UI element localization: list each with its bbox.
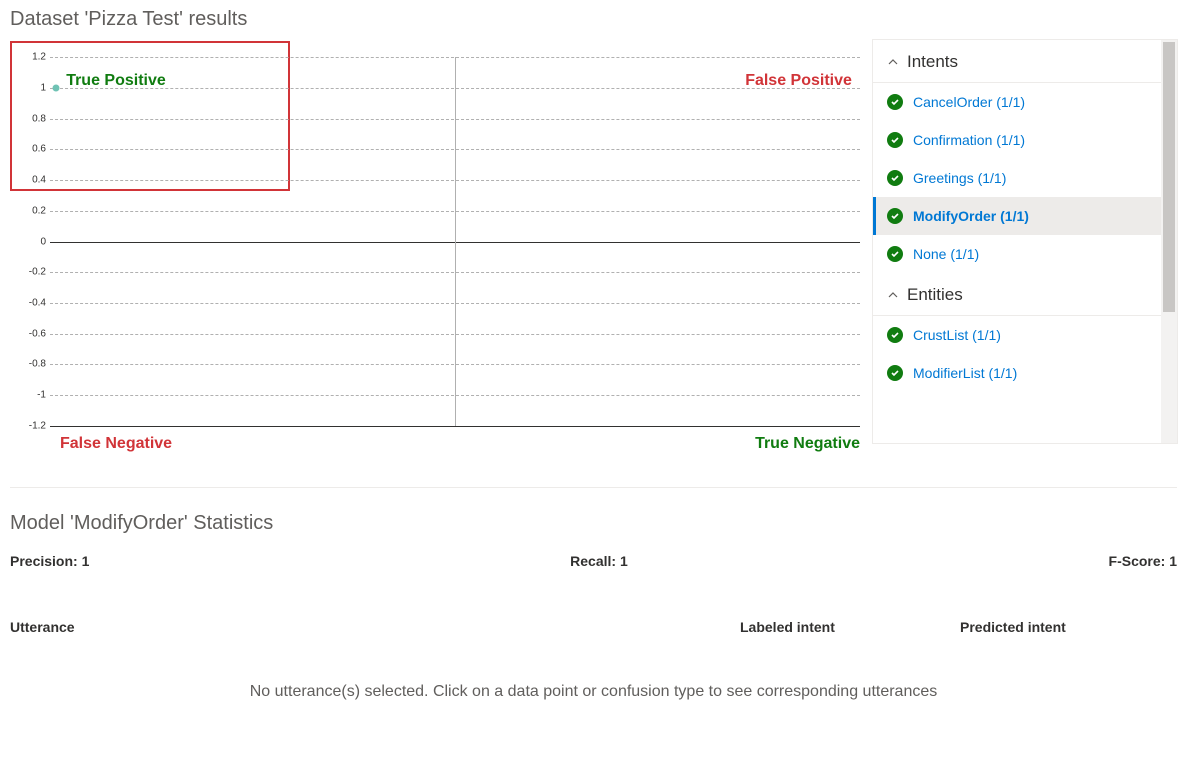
- stats-title: Model 'ModifyOrder' Statistics: [0, 488, 1187, 553]
- chevron-up-icon: [887, 289, 899, 301]
- confusion-chart: 1.2 1 0.8 0.6 0.4 0.2 0 -0.2 -0.4 -0.6 -…: [0, 37, 872, 457]
- intent-label: None (1/1): [913, 246, 979, 262]
- check-icon: [887, 365, 903, 381]
- scrollbar-track[interactable]: [1161, 40, 1177, 443]
- entity-item-modifierlist[interactable]: ModifierList (1/1): [873, 354, 1177, 392]
- scrollbar-thumb[interactable]: [1163, 42, 1175, 312]
- y-tick-label: 1: [18, 82, 46, 93]
- y-tick-label: 0: [18, 236, 46, 247]
- y-tick-label: 1.2: [18, 52, 46, 63]
- upper-region: 1.2 1 0.8 0.6 0.4 0.2 0 -0.2 -0.4 -0.6 -…: [0, 37, 1187, 457]
- intent-label: Confirmation (1/1): [913, 132, 1025, 148]
- side-panel: Intents CancelOrder (1/1) Confirmation (…: [872, 39, 1178, 444]
- entities-section-header[interactable]: Entities: [873, 273, 1177, 316]
- intents-section-header[interactable]: Intents: [873, 40, 1177, 83]
- intent-label: Greetings (1/1): [913, 170, 1006, 186]
- check-icon: [887, 327, 903, 343]
- y-tick-label: -0.2: [18, 267, 46, 278]
- chevron-up-icon: [887, 56, 899, 68]
- y-tick-label: -0.8: [18, 359, 46, 370]
- intent-item-confirmation[interactable]: Confirmation (1/1): [873, 121, 1177, 159]
- metrics-row: Precision: 1 Recall: 1 F-Score: 1: [0, 553, 1187, 569]
- true-positive-label[interactable]: True Positive: [66, 72, 166, 90]
- intent-item-cancelorder[interactable]: CancelOrder (1/1): [873, 83, 1177, 121]
- vertical-divider: [455, 57, 456, 426]
- empty-state-message: No utterance(s) selected. Click on a dat…: [0, 645, 1187, 701]
- y-tick-label: 0.6: [18, 144, 46, 155]
- entity-label: CrustList (1/1): [913, 327, 1001, 343]
- y-tick-label: 0.8: [18, 113, 46, 124]
- intent-item-greetings[interactable]: Greetings (1/1): [873, 159, 1177, 197]
- intent-label: ModifyOrder (1/1): [913, 208, 1029, 224]
- intents-title: Intents: [907, 52, 958, 72]
- intent-item-modifyorder[interactable]: ModifyOrder (1/1): [873, 197, 1177, 235]
- check-icon: [887, 94, 903, 110]
- entity-item-crustlist[interactable]: CrustList (1/1): [873, 316, 1177, 354]
- check-icon: [887, 246, 903, 262]
- fscore-metric: F-Score: 1: [1109, 553, 1177, 569]
- false-negative-label[interactable]: False Negative: [60, 435, 172, 453]
- recall-metric: Recall: 1: [570, 553, 628, 569]
- entity-label: ModifierList (1/1): [913, 365, 1017, 381]
- precision-metric: Precision: 1: [10, 553, 89, 569]
- check-icon: [887, 132, 903, 148]
- y-tick-label: -0.4: [18, 298, 46, 309]
- intent-label: CancelOrder (1/1): [913, 94, 1025, 110]
- data-point[interactable]: [53, 84, 60, 91]
- check-icon: [887, 170, 903, 186]
- col-labeled-intent[interactable]: Labeled intent: [740, 619, 960, 635]
- y-tick-label: -1.2: [18, 421, 46, 432]
- utterance-table-header: Utterance Labeled intent Predicted inten…: [0, 569, 1187, 645]
- y-tick-label: 0.2: [18, 205, 46, 216]
- chart-plot[interactable]: 1.2 1 0.8 0.6 0.4 0.2 0 -0.2 -0.4 -0.6 -…: [50, 57, 860, 427]
- col-utterance[interactable]: Utterance: [10, 619, 740, 635]
- y-tick-label: 0.4: [18, 174, 46, 185]
- y-tick-label: -0.6: [18, 328, 46, 339]
- true-negative-label[interactable]: True Negative: [755, 435, 860, 453]
- false-positive-label[interactable]: False Positive: [745, 72, 852, 90]
- intent-item-none[interactable]: None (1/1): [873, 235, 1177, 273]
- entities-title: Entities: [907, 285, 963, 305]
- side-panel-wrap: Intents CancelOrder (1/1) Confirmation (…: [872, 37, 1182, 457]
- check-icon: [887, 208, 903, 224]
- y-tick-label: -1: [18, 390, 46, 401]
- page-title: Dataset 'Pizza Test' results: [0, 0, 1187, 37]
- col-predicted-intent[interactable]: Predicted intent: [960, 619, 1177, 635]
